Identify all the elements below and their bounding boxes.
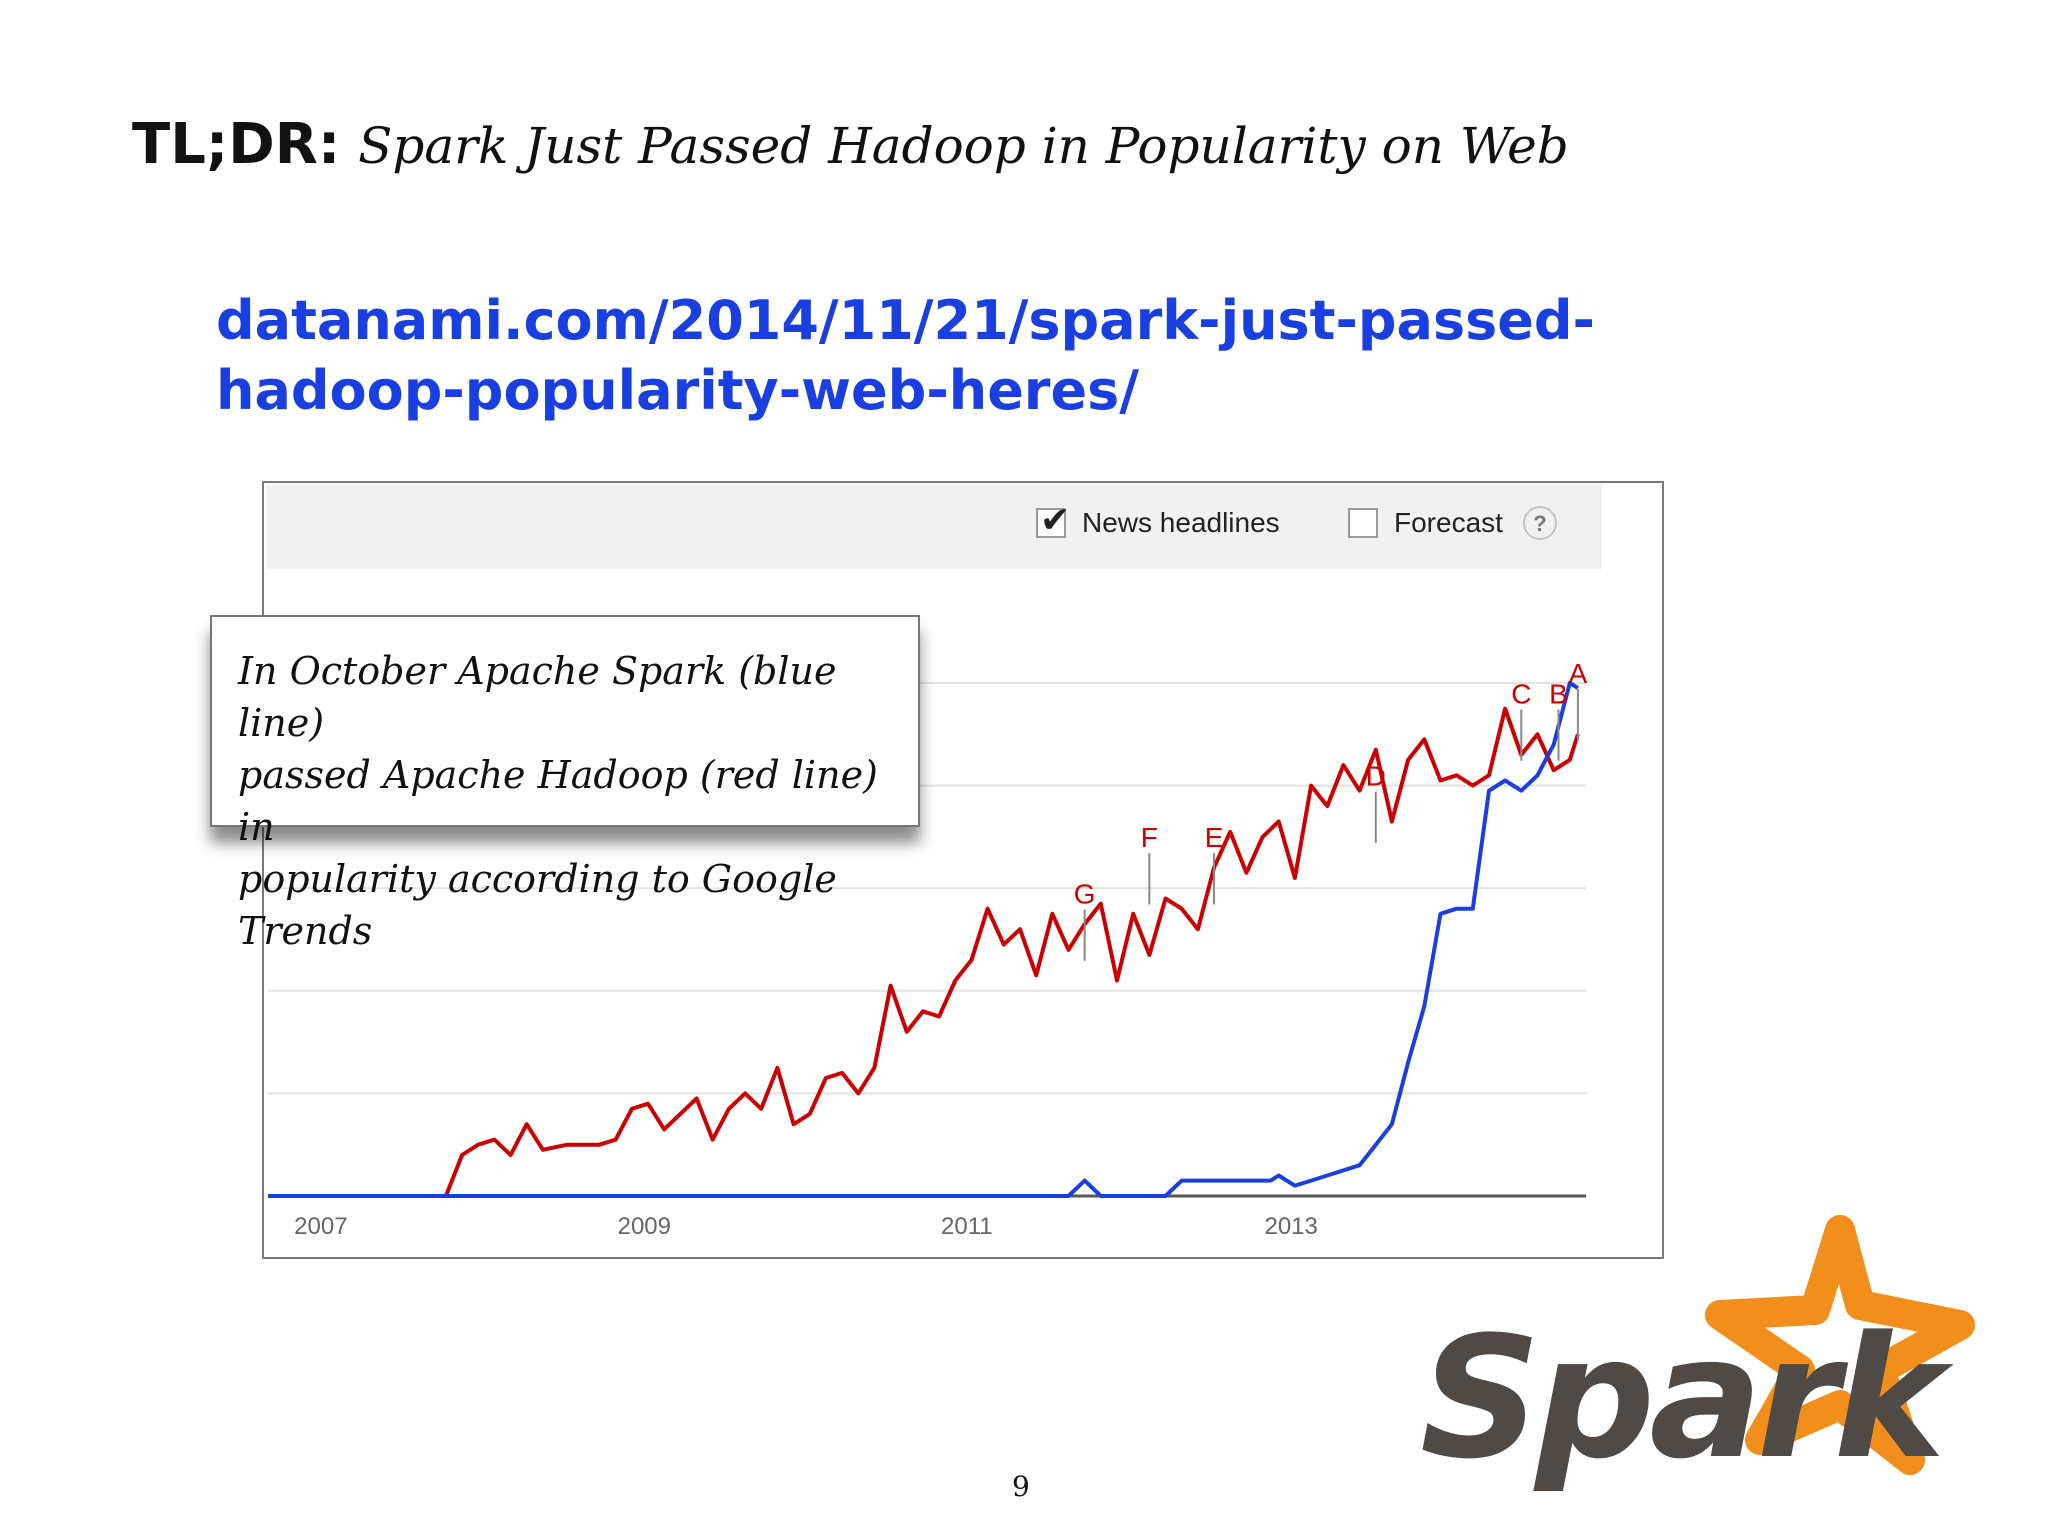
title-rest: Spark Just Passed Hadoop in Popularity o… xyxy=(358,117,1569,175)
annotation-label: G xyxy=(1074,879,1096,910)
forecast-option[interactable]: Forecast ? xyxy=(1348,503,1557,543)
series-line-blue xyxy=(268,681,1579,1198)
annotation-label: F xyxy=(1141,822,1158,853)
trend-chart: 2007 2009 2011 2013 G F E D C BA xyxy=(268,658,1588,1240)
x-tick-label: 2013 xyxy=(1264,1213,1317,1240)
url-line-1: datanami.com/2014/11/21/spark-just-passe… xyxy=(216,289,1595,352)
x-tick-label: 2007 xyxy=(294,1213,347,1240)
news-headlines-option[interactable]: ✔ News headlines xyxy=(1036,500,1280,543)
url-line-2: hadoop-popularity-web-heres/ xyxy=(216,359,1139,422)
annotation-label: E xyxy=(1205,822,1224,853)
help-icon[interactable]: ? xyxy=(1522,506,1557,540)
x-tick-label: 2011 xyxy=(941,1213,993,1240)
callout-line-3: popularity according to Google Trends xyxy=(238,857,837,953)
forecast-label: Forecast xyxy=(1394,507,1503,538)
title-lead: TL;DR: xyxy=(132,112,341,177)
trends-chart-panel: ✔ News headlines Forecast ? 2007 2009 2011… xyxy=(262,481,1664,1259)
annotation-label: A xyxy=(1569,658,1588,689)
slide-title: TL;DR: Spark Just Passed Hadoop in Popul… xyxy=(132,112,1569,177)
series-line-red xyxy=(268,706,1580,1198)
annotation-label: B xyxy=(1549,679,1568,710)
annotation-label: D xyxy=(1366,761,1386,792)
x-tick-label: 2009 xyxy=(618,1213,671,1240)
spark-logo-text: Spark xyxy=(1420,1300,1945,1496)
source-url[interactable]: datanami.com/2014/11/21/spark-just-passe… xyxy=(216,286,1716,426)
page-number: 9 xyxy=(1012,1470,1030,1503)
news-headlines-checkbox[interactable]: ✔ xyxy=(1036,500,1070,541)
chart-callout: In October Apache Spark (blue line) pass… xyxy=(210,615,920,953)
chart-toolbar: ✔ News headlines Forecast ? xyxy=(266,485,1602,569)
callout-line-1: In October Apache Spark (blue line) xyxy=(238,649,837,745)
spark-star-icon xyxy=(1705,1215,1975,1475)
forecast-checkbox[interactable] xyxy=(1348,508,1378,538)
annotation-label: C xyxy=(1511,679,1531,710)
callout-line-2: passed Apache Hadoop (red line) in xyxy=(238,753,878,849)
news-headlines-label: News headlines xyxy=(1082,507,1280,538)
checkmark-icon: ✔ xyxy=(1040,500,1071,541)
